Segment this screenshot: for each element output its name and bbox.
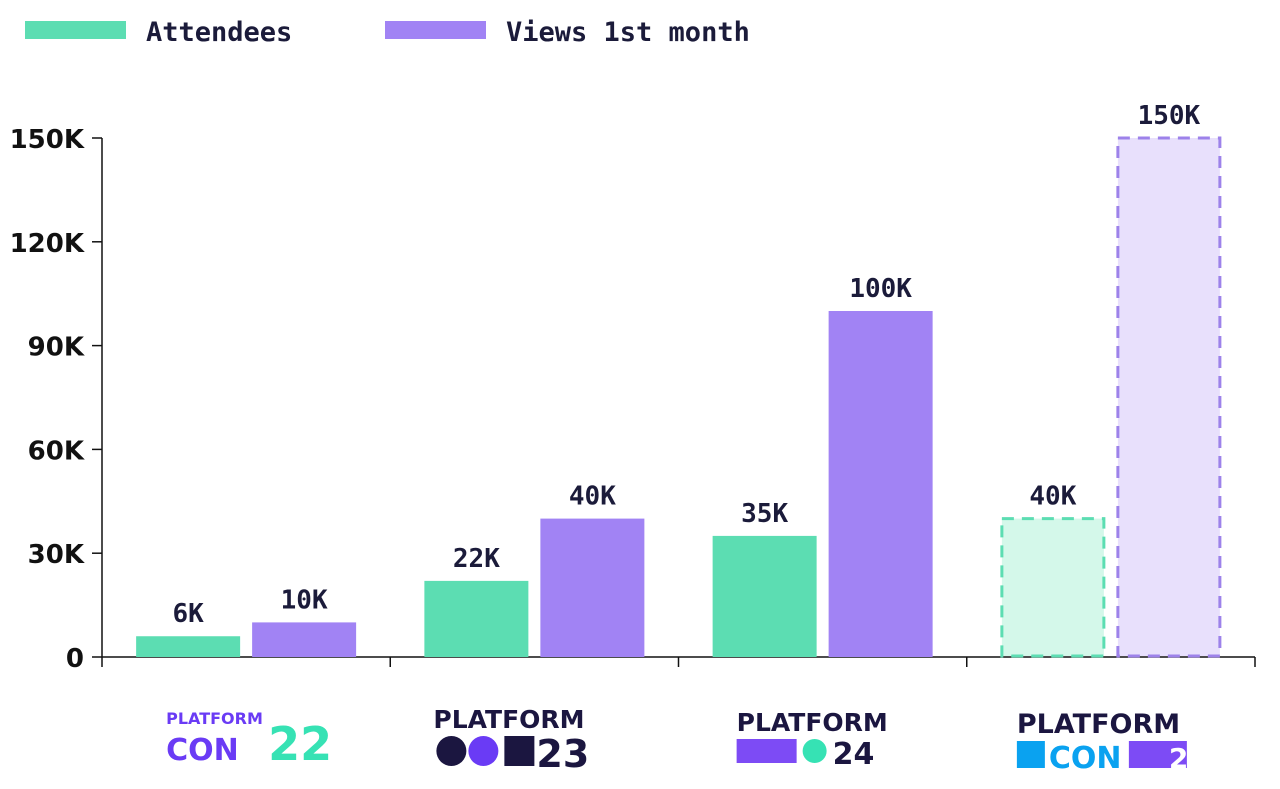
- data-label-views: 40K: [569, 482, 616, 512]
- bar-views-3: [828, 311, 933, 657]
- legend-swatch: [385, 21, 486, 39]
- logo-shape-block: [1016, 741, 1045, 768]
- logo-shape-bar: [736, 739, 797, 763]
- logo-top-text: PLATFORM: [433, 705, 584, 734]
- legend-label: Attendees: [146, 17, 292, 48]
- data-label-attendees: 6K: [172, 599, 204, 629]
- y-tick-label: 60K: [28, 436, 85, 466]
- logo-shape-square: [504, 736, 535, 766]
- bar-attendees-1: [136, 636, 241, 657]
- logo-platformcon-22: PLATFORM CON 22: [166, 709, 332, 771]
- logo-bottom-text: CON: [1049, 741, 1122, 776]
- y-tick-label: 0: [66, 644, 84, 674]
- logo-number: 22: [268, 717, 332, 771]
- bar-views-1: [252, 622, 357, 657]
- y-tick-label: 150K: [10, 125, 85, 155]
- y-axis: 0 30K 60K 90K 120K 150K: [10, 125, 103, 674]
- logo-shape-circle: [802, 739, 827, 763]
- data-label-attendees: 22K: [453, 544, 500, 574]
- data-label-attendees: 40K: [1029, 482, 1076, 512]
- bar-attendees-4-projected: [1000, 517, 1106, 658]
- legend: Attendees Views 1st month: [25, 17, 750, 48]
- logo-top-text: PLATFORM: [166, 709, 263, 728]
- legend-label: Views 1st month: [506, 17, 750, 48]
- y-tick-label: 90K: [28, 333, 85, 363]
- logo-top-text: PLATFORM: [1017, 709, 1180, 740]
- logo-bottom-text: CON: [166, 733, 239, 768]
- legend-item-attendees: Attendees: [25, 17, 292, 48]
- logo-shape-circle: [436, 736, 467, 766]
- bar-attendees-2: [424, 580, 529, 657]
- logo-number: 23: [536, 732, 589, 776]
- y-tick-label: 120K: [10, 229, 85, 259]
- data-label-views: 150K: [1138, 101, 1201, 131]
- data-label-attendees: 35K: [741, 499, 788, 529]
- legend-item-views: Views 1st month: [385, 17, 750, 48]
- data-label-views: 10K: [281, 585, 328, 615]
- legend-swatch: [25, 21, 126, 39]
- bar-attendees-3: [712, 535, 817, 657]
- y-tick-label: 30K: [28, 540, 85, 570]
- data-label-views: 100K: [849, 274, 912, 304]
- bars: 6K 10K 22K 40K 35K 100K 40K 150K: [136, 101, 1222, 658]
- logo-number: 25: [1169, 742, 1208, 775]
- bar-views-4-projected: [1116, 136, 1222, 658]
- logo-number: 24: [833, 737, 875, 772]
- logo-shape-circle: [468, 736, 499, 766]
- logo-top-text: PLATFORM: [737, 708, 888, 737]
- logo-shape-block: [1128, 741, 1187, 768]
- bar-views-2: [540, 518, 645, 657]
- x-axis: [101, 656, 1256, 667]
